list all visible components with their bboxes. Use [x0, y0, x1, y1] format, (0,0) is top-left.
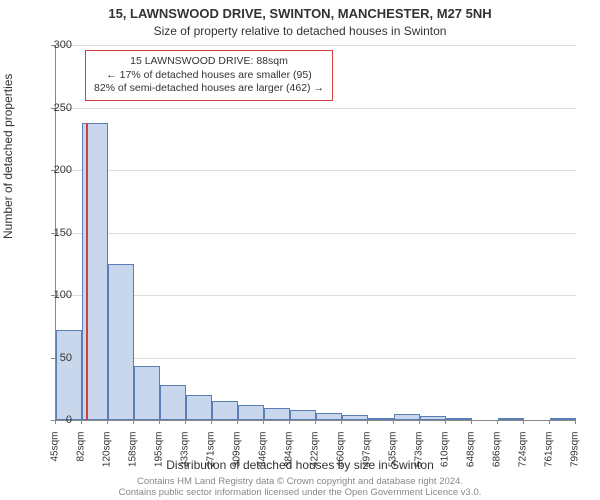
y-axis-label: Number of detached properties	[1, 74, 15, 239]
x-tick-label: 82sqm	[76, 432, 87, 472]
y-tick-mark	[51, 170, 55, 171]
x-tick-mark	[419, 420, 420, 424]
x-tick-mark	[133, 420, 134, 424]
histogram-bar	[420, 416, 446, 420]
footer-note: Contains HM Land Registry data © Crown c…	[0, 476, 600, 498]
x-tick-mark	[523, 420, 524, 424]
x-tick-mark	[549, 420, 550, 424]
x-tick-mark	[497, 420, 498, 424]
x-tick-label: 346sqm	[258, 432, 269, 472]
x-tick-mark	[81, 420, 82, 424]
x-tick-mark	[367, 420, 368, 424]
info-line-1: 15 LAWNSWOOD DRIVE: 88sqm	[94, 55, 324, 69]
x-tick-label: 724sqm	[518, 432, 529, 472]
x-tick-label: 761sqm	[544, 432, 555, 472]
info-box: 15 LAWNSWOOD DRIVE: 88sqm ← 17% of detac…	[85, 50, 333, 101]
x-tick-mark	[185, 420, 186, 424]
x-tick-mark	[55, 420, 56, 424]
x-tick-label: 271sqm	[206, 432, 217, 472]
grid-line	[56, 295, 576, 296]
chart-container: 15, LAWNSWOOD DRIVE, SWINTON, MANCHESTER…	[0, 0, 600, 500]
x-tick-mark	[575, 420, 576, 424]
histogram-bar	[342, 415, 368, 420]
x-tick-label: 460sqm	[336, 432, 347, 472]
histogram-bar	[316, 413, 342, 421]
footer-line-2: Contains public sector information licen…	[119, 487, 482, 498]
y-tick-mark	[51, 45, 55, 46]
x-tick-mark	[237, 420, 238, 424]
info-line-2: ← 17% of detached houses are smaller (95…	[94, 69, 324, 83]
grid-line	[56, 358, 576, 359]
x-tick-label: 120sqm	[102, 432, 113, 472]
x-tick-label: 45sqm	[50, 432, 61, 472]
chart-title-sub: Size of property relative to detached ho…	[0, 24, 600, 38]
x-tick-label: 497sqm	[362, 432, 373, 472]
x-tick-mark	[159, 420, 160, 424]
x-tick-mark	[315, 420, 316, 424]
grid-line	[56, 45, 576, 46]
x-tick-mark	[471, 420, 472, 424]
histogram-bar	[446, 418, 472, 420]
histogram-bar	[368, 418, 394, 421]
histogram-bar	[238, 405, 264, 420]
histogram-bar	[134, 366, 160, 420]
x-tick-label: 686sqm	[492, 432, 503, 472]
x-tick-mark	[341, 420, 342, 424]
x-tick-label: 158sqm	[128, 432, 139, 472]
info-line-3: 82% of semi-detached houses are larger (…	[94, 82, 324, 96]
histogram-bar	[186, 395, 212, 420]
x-tick-label: 233sqm	[180, 432, 191, 472]
histogram-bar	[290, 410, 316, 420]
x-tick-label: 309sqm	[232, 432, 243, 472]
histogram-bar	[212, 401, 238, 420]
x-tick-label: 648sqm	[466, 432, 477, 472]
plot-area	[55, 45, 576, 421]
x-axis-label: Distribution of detached houses by size …	[0, 458, 600, 472]
grid-line	[56, 233, 576, 234]
x-tick-label: 573sqm	[414, 432, 425, 472]
x-tick-label: 799sqm	[570, 432, 581, 472]
y-tick-mark	[51, 108, 55, 109]
y-tick-mark	[51, 233, 55, 234]
histogram-bar	[394, 414, 420, 420]
chart-title-main: 15, LAWNSWOOD DRIVE, SWINTON, MANCHESTER…	[0, 6, 600, 21]
footer-line-1: Contains HM Land Registry data © Crown c…	[137, 476, 463, 487]
grid-line	[56, 108, 576, 109]
y-tick-mark	[51, 358, 55, 359]
x-tick-label: 384sqm	[284, 432, 295, 472]
histogram-bar	[498, 418, 524, 420]
x-tick-label: 422sqm	[310, 432, 321, 472]
marker-line	[86, 123, 88, 421]
y-tick-mark	[51, 295, 55, 296]
x-tick-label: 535sqm	[388, 432, 399, 472]
histogram-bar	[550, 418, 576, 420]
x-tick-mark	[263, 420, 264, 424]
histogram-bar	[160, 385, 186, 420]
x-tick-mark	[211, 420, 212, 424]
x-tick-mark	[107, 420, 108, 424]
x-tick-label: 610sqm	[440, 432, 451, 472]
x-tick-mark	[445, 420, 446, 424]
grid-line	[56, 170, 576, 171]
x-tick-mark	[393, 420, 394, 424]
x-tick-label: 195sqm	[154, 432, 165, 472]
x-tick-mark	[289, 420, 290, 424]
histogram-bar	[108, 264, 134, 420]
histogram-bar	[264, 408, 290, 421]
histogram-bar	[56, 330, 82, 420]
